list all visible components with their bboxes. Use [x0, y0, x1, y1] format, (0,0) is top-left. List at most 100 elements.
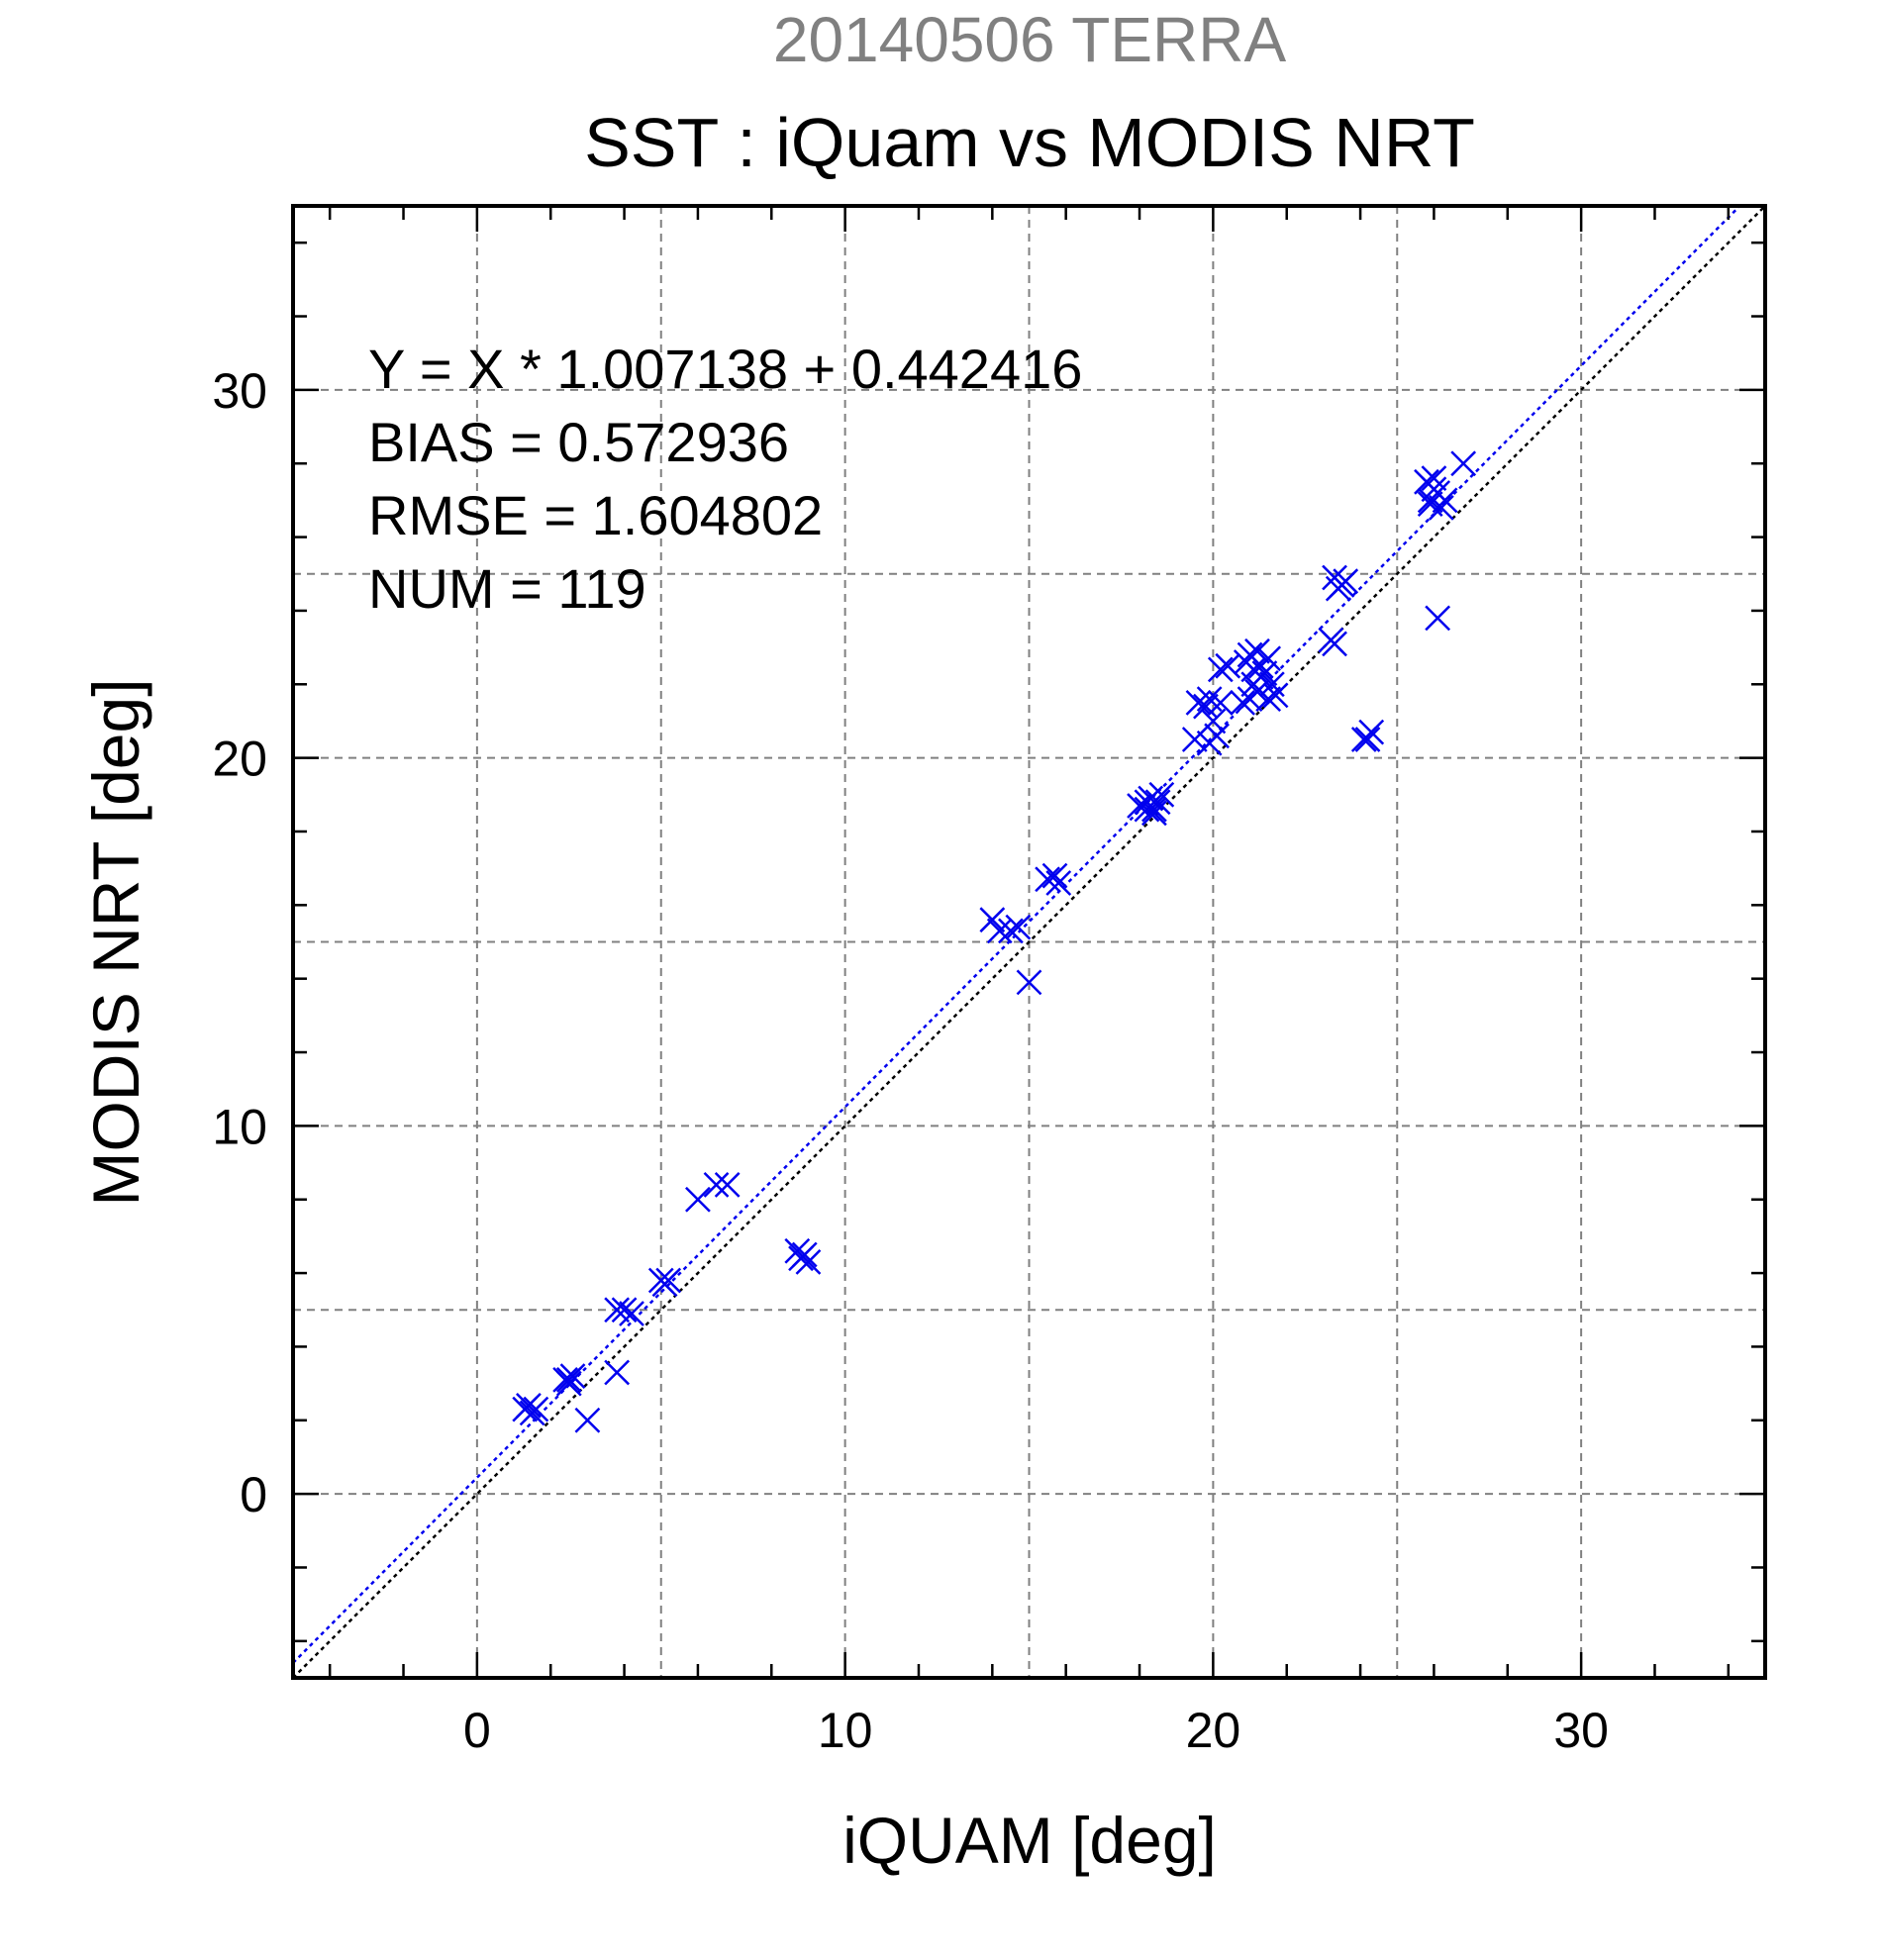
x-tick-label: 0 [463, 1703, 491, 1758]
data-point [1255, 645, 1282, 672]
data-point-stroke [1421, 465, 1447, 491]
data-point [1262, 682, 1289, 709]
one-to-one-line [293, 206, 1765, 1678]
data-point-stroke [604, 1359, 631, 1386]
data-point [1417, 491, 1443, 518]
data-point [523, 1396, 549, 1422]
data-point [1045, 870, 1072, 896]
data-point-stroke [1255, 645, 1282, 672]
data-point [1204, 723, 1230, 749]
data-point-stroke [986, 918, 1013, 944]
data-point [1230, 689, 1255, 716]
data-point-stroke [1207, 656, 1234, 683]
chart-title: SST : iQuam vs MODIS NRT [584, 104, 1475, 181]
data-point-stroke [714, 1171, 741, 1198]
data-point-stroke [1005, 914, 1032, 940]
data-point [1196, 686, 1223, 713]
data-point [1144, 789, 1171, 816]
data-point [1255, 686, 1282, 713]
data-point [795, 1249, 822, 1275]
data-point-stroke [1215, 652, 1241, 679]
data-point [1193, 693, 1219, 720]
tick-labels: 0 10 20 30 0 10 20 30 [212, 363, 1609, 1758]
data-point-stroke [1425, 605, 1451, 632]
data-point-stroke [1204, 723, 1230, 749]
reference-lines [293, 206, 1765, 1678]
data-point-stroke [1255, 686, 1282, 713]
data-point-stroke [1244, 637, 1270, 664]
data-point-stroke [604, 1297, 631, 1323]
y-tick-label: 30 [212, 363, 267, 419]
data-point [651, 1271, 678, 1298]
data-point-stroke [1417, 491, 1443, 518]
plot-frame [291, 204, 1767, 1680]
data-point-stroke [1421, 476, 1447, 503]
data-point-stroke [651, 1271, 678, 1298]
data-point [1237, 686, 1263, 713]
stat-rmse: RMSE = 1.604802 [368, 484, 823, 546]
data-point-stroke [1045, 870, 1072, 896]
y-tick-label: 10 [212, 1099, 267, 1154]
data-point [1207, 656, 1234, 683]
data-point-stroke [1141, 796, 1167, 823]
data-point [604, 1297, 631, 1323]
data-point [1421, 476, 1447, 503]
data-point [1005, 914, 1032, 940]
data-point [1354, 727, 1381, 752]
y-tick-label: 0 [240, 1467, 267, 1522]
data-point [619, 1301, 644, 1326]
data-point [555, 1370, 582, 1397]
data-point [1322, 631, 1347, 657]
data-point [611, 1297, 638, 1323]
data-point-stroke [611, 1297, 638, 1323]
data-point-stroke [703, 1171, 730, 1198]
data-point [1425, 605, 1451, 632]
data-point [1141, 796, 1167, 823]
data-point-stroke [523, 1396, 549, 1422]
data-point [1200, 708, 1227, 735]
data-point [516, 1393, 542, 1419]
data-point-stroke [1127, 793, 1152, 819]
data-point-stroke [574, 1407, 601, 1433]
x-axis-label: iQUAM [deg] [842, 1804, 1217, 1877]
data-point-stroke [555, 1370, 582, 1397]
data-point [979, 907, 1006, 933]
data-point-stroke [979, 907, 1006, 933]
x-tick-label: 30 [1553, 1703, 1609, 1758]
data-point-stroke [1041, 862, 1068, 889]
x-tick-label: 10 [818, 1703, 873, 1758]
data-point-stroke [619, 1301, 644, 1326]
stat-bias: BIAS = 0.572936 [368, 411, 789, 473]
data-point-stroke [1428, 494, 1454, 521]
axis-ticks [293, 206, 1765, 1678]
data-point-stroke [1325, 575, 1351, 602]
data-point-stroke [1240, 656, 1267, 683]
data-point [1421, 465, 1447, 491]
data-points [512, 450, 1477, 1433]
chart-supertitle: 20140506 TERRA [773, 4, 1287, 75]
data-point-stroke [1193, 693, 1219, 720]
data-point-stroke [1035, 866, 1060, 893]
data-point-stroke [1322, 631, 1347, 657]
data-point-stroke [1196, 686, 1223, 713]
data-point-stroke [1450, 450, 1477, 477]
data-point [1450, 450, 1477, 477]
data-point [555, 1366, 582, 1393]
data-point [1016, 969, 1042, 996]
data-point-stroke [1262, 682, 1289, 709]
data-point-stroke [1148, 781, 1175, 808]
data-point [685, 1186, 711, 1213]
data-point-stroke [1258, 671, 1285, 698]
y-axis-label: MODIS NRT [deg] [79, 678, 152, 1206]
data-point [604, 1359, 631, 1386]
stat-regression: Y = X * 1.007138 + 0.442416 [368, 338, 1082, 400]
data-point [998, 918, 1024, 944]
stats-box: Y = X * 1.007138 + 0.442416 BIAS = 0.572… [368, 338, 1082, 620]
data-point [1240, 656, 1267, 683]
data-point-stroke [1207, 689, 1234, 716]
data-point-stroke [998, 918, 1024, 944]
data-point-stroke [1230, 689, 1255, 716]
data-point-stroke [555, 1366, 582, 1393]
